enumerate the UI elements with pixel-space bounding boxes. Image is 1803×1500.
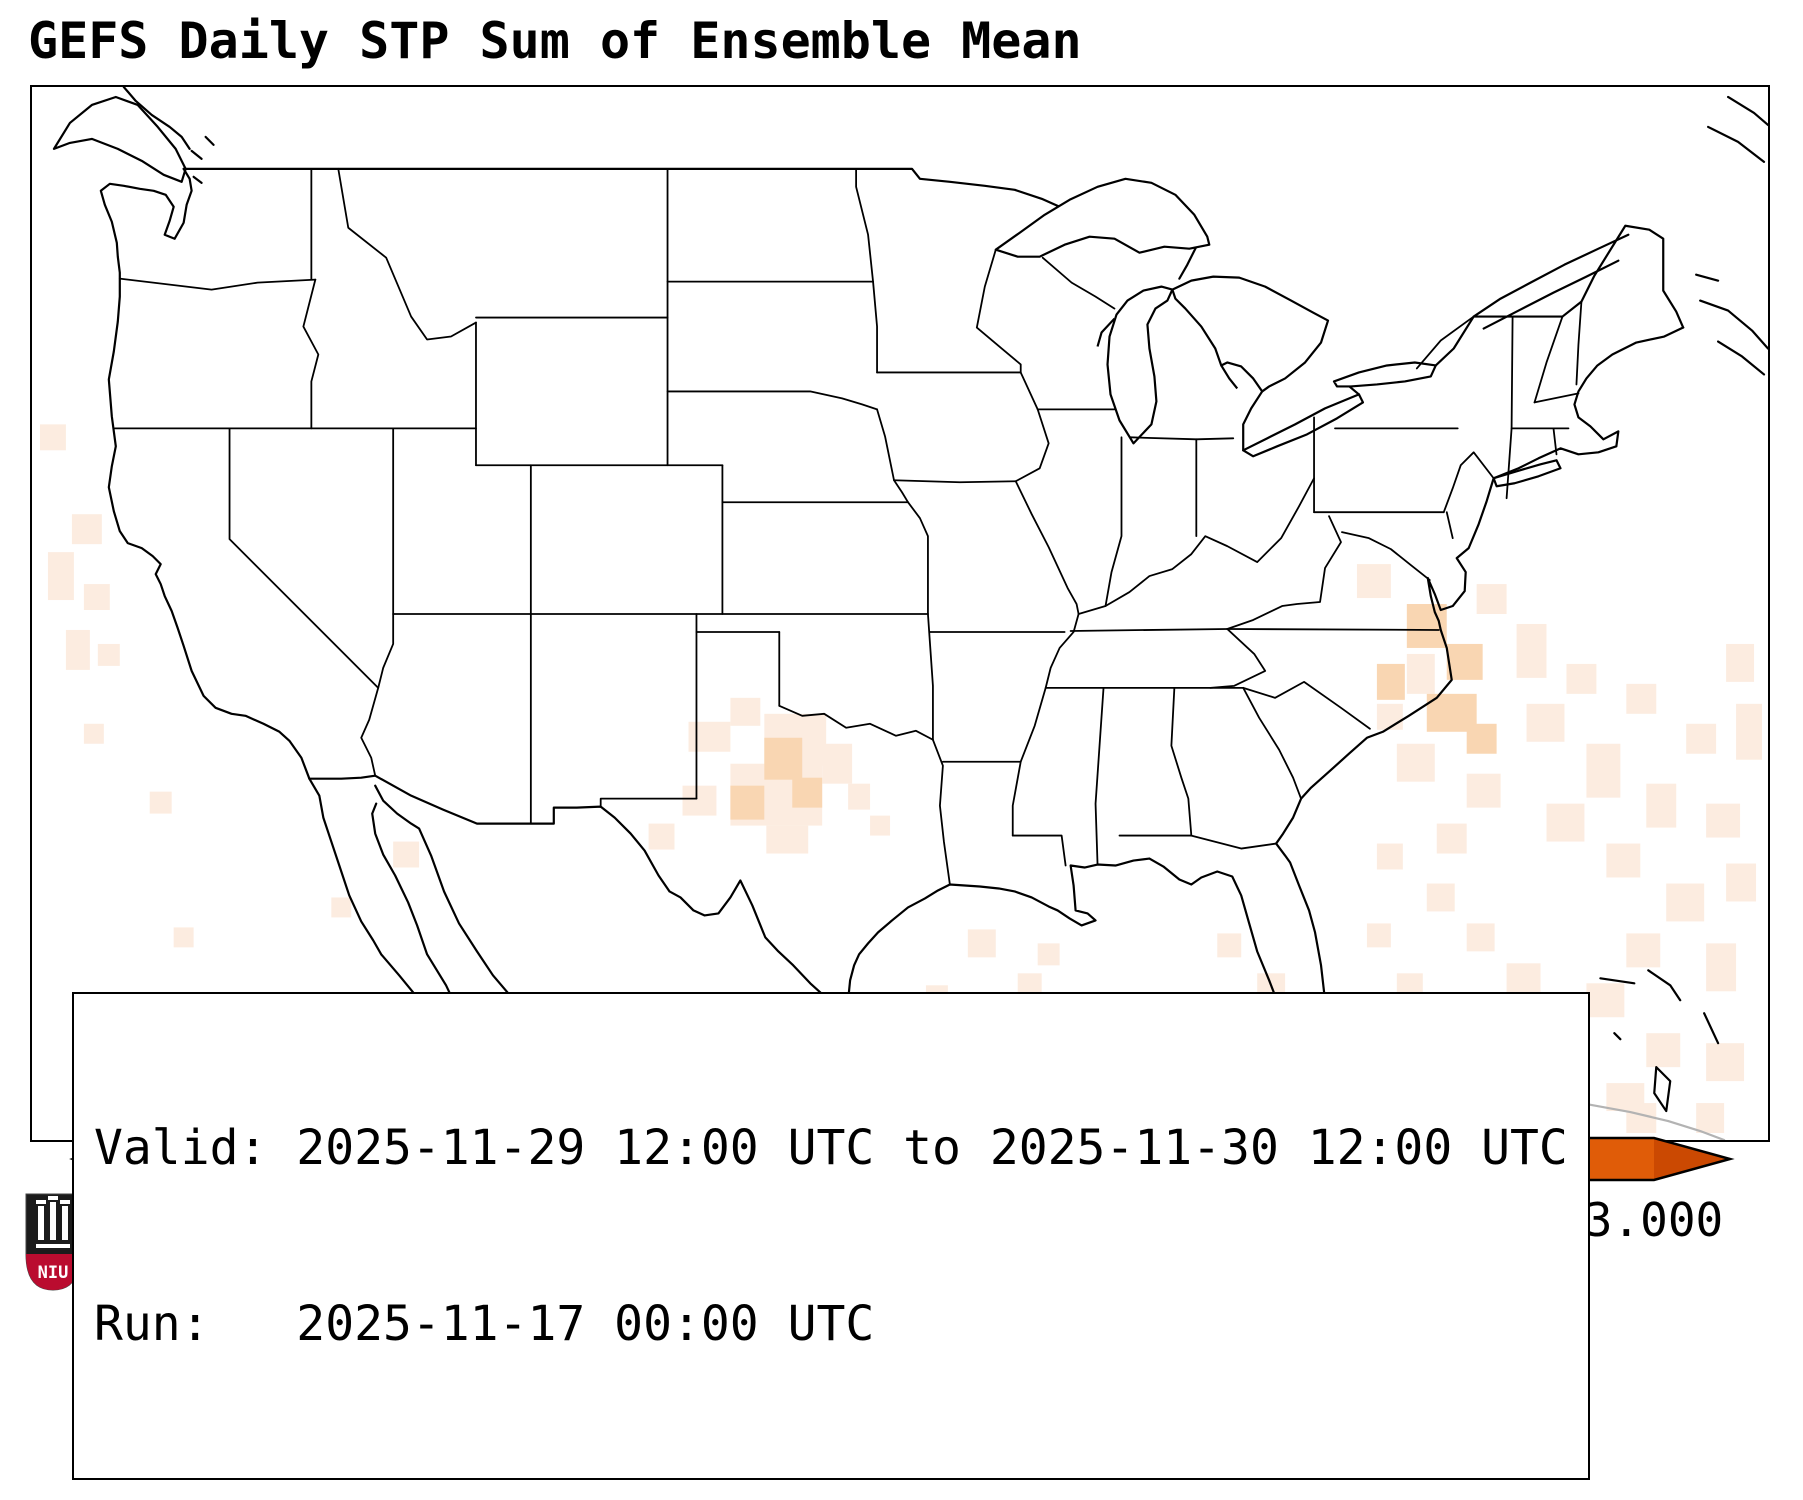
valid-time-text: Valid: 2025-11-29 12:00 UTC to 2025-11-3… (94, 1120, 1568, 1177)
bahamas-islands (1599, 969, 1720, 1113)
run-time-text: Run: 2025-11-17 00:00 UTC (94, 1295, 875, 1352)
vancouver-island (52, 95, 187, 183)
lake-erie (1242, 393, 1365, 458)
canada-border (182, 167, 1061, 208)
great-lakes (994, 177, 1437, 458)
long-island (1492, 459, 1562, 488)
lake-huron (1171, 275, 1330, 393)
st-lawrence-river (1472, 233, 1630, 318)
st-lawrence-south-bank (1482, 259, 1620, 330)
bc-coastline (122, 87, 191, 150)
castle-icon (36, 1196, 70, 1248)
lake-superior (994, 177, 1211, 258)
niu-logo: NIU (24, 1192, 82, 1292)
map-canvas (39, 87, 1768, 1140)
niu-logo-text: NIU (38, 1263, 69, 1283)
stmarys-border (1178, 245, 1198, 280)
colorbar-over-arrow (1654, 1138, 1730, 1180)
stclair-border (1242, 390, 1264, 452)
green-bay (1096, 317, 1116, 347)
lake-michigan (1106, 285, 1174, 445)
tick-label: 3.000 (1585, 1193, 1723, 1247)
gulf-islands (190, 135, 215, 184)
state-borders (113, 167, 1583, 886)
info-box: Valid: 2025-11-29 12:00 UTC to 2025-11-3… (72, 992, 1590, 1481)
niu-shield-icon: NIU (25, 1193, 81, 1291)
lake-ontario (1332, 361, 1437, 388)
niu-red-band (26, 1254, 80, 1290)
saginaw-bay (1220, 364, 1239, 390)
canada-border-east (1434, 224, 1685, 367)
maritime-canada-coastline (1695, 95, 1768, 376)
figure-title: GEFS Daily STP Sum of Ensemble Mean (28, 12, 1082, 70)
stp-shading-medium (730, 604, 1497, 820)
map-frame: Valid: 2025-11-29 12:00 UTC to 2025-11-3… (30, 85, 1770, 1481)
